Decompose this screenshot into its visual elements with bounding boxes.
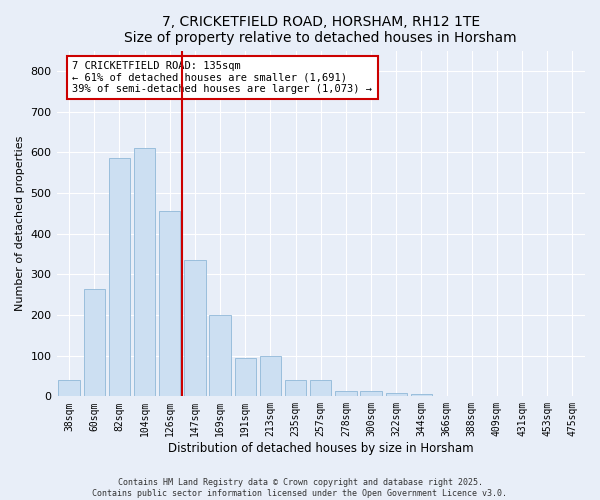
Bar [260, 356, 281, 397]
Bar [386, 393, 407, 396]
Bar [109, 158, 130, 396]
Bar [235, 358, 256, 397]
Title: 7, CRICKETFIELD ROAD, HORSHAM, RH12 1TE
Size of property relative to detached ho: 7, CRICKETFIELD ROAD, HORSHAM, RH12 1TE … [124, 15, 517, 45]
Bar [209, 315, 231, 396]
Bar [83, 288, 105, 397]
Bar [310, 380, 331, 396]
Bar [184, 260, 206, 396]
Bar [361, 392, 382, 396]
Bar [134, 148, 155, 396]
Y-axis label: Number of detached properties: Number of detached properties [15, 136, 25, 311]
Bar [335, 392, 356, 396]
Text: Contains HM Land Registry data © Crown copyright and database right 2025.
Contai: Contains HM Land Registry data © Crown c… [92, 478, 508, 498]
Bar [285, 380, 307, 396]
Bar [159, 211, 181, 396]
X-axis label: Distribution of detached houses by size in Horsham: Distribution of detached houses by size … [168, 442, 473, 455]
Bar [411, 394, 432, 396]
Text: 7 CRICKETFIELD ROAD: 135sqm
← 61% of detached houses are smaller (1,691)
39% of : 7 CRICKETFIELD ROAD: 135sqm ← 61% of det… [73, 61, 373, 94]
Bar [58, 380, 80, 396]
